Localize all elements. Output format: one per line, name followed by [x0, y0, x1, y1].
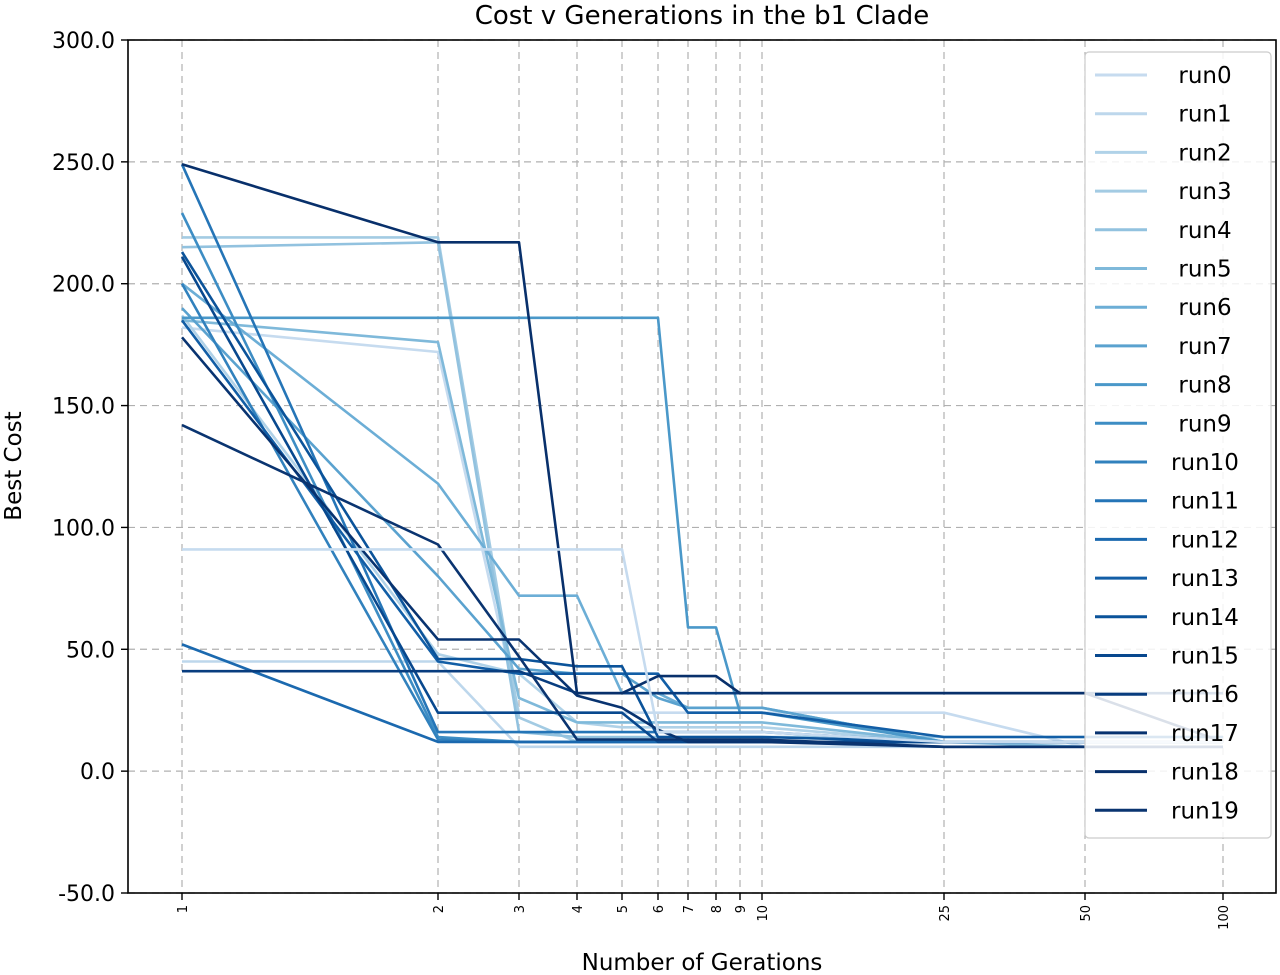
- y-axis: -50.0 0.0 50.0 100.0 150.0 200.0 250.0 300.0: [52, 29, 128, 907]
- legend-label: run13: [1171, 566, 1239, 592]
- legend-label: run16: [1171, 682, 1239, 708]
- y-tick-label: 50.0: [66, 638, 115, 663]
- y-tick-label: 150.0: [52, 395, 115, 420]
- x-tick-label: 5: [616, 905, 631, 913]
- legend-label: run15: [1171, 644, 1239, 670]
- x-tick-label: 7: [682, 905, 697, 913]
- x-tick-label: 6: [652, 905, 667, 913]
- legend-label: run8: [1178, 373, 1231, 399]
- legend-label: run14: [1171, 605, 1239, 631]
- x-tick-label: 1: [176, 905, 191, 913]
- series-line-run19: [181, 423, 1223, 749]
- x-tick-label: 4: [571, 905, 586, 913]
- x-tick-label: 8: [710, 905, 725, 913]
- y-tick-label: -50.0: [58, 882, 115, 907]
- series-line-run13: [180, 319, 1223, 739]
- series-line-run3: [182, 236, 1223, 744]
- legend-label: run19: [1171, 798, 1239, 824]
- legend-label: run11: [1171, 489, 1239, 515]
- y-tick-label: 200.0: [52, 273, 115, 298]
- series-line-run17: [181, 336, 1223, 749]
- series-line-extra-20: [182, 548, 1223, 744]
- x-axis-label: Number of Gerations: [582, 950, 823, 975]
- legend-label: run4: [1178, 218, 1231, 244]
- legend-label: run1: [1178, 102, 1231, 128]
- y-tick-label: 300.0: [52, 29, 115, 54]
- legend: run0 run1 run2 run3 run4 run5 run6 run7 run8 run9…: [1084, 51, 1272, 839]
- legend-label: run3: [1178, 179, 1231, 205]
- x-tick-label: 100: [1217, 905, 1232, 930]
- x-tick-label: 25: [938, 905, 953, 922]
- legend-label: run9: [1178, 411, 1231, 437]
- legend-label: run18: [1171, 760, 1239, 786]
- legend-label: run6: [1178, 295, 1231, 321]
- x-tick-label: 10: [756, 905, 771, 922]
- x-tick-label: 50: [1079, 905, 1094, 922]
- x-tick-label: 2: [432, 905, 447, 913]
- y-axis-label: Best Cost: [1, 411, 27, 520]
- series-line-run11: [180, 163, 1223, 744]
- legend-label: run2: [1178, 140, 1231, 166]
- series-line-run16: [182, 669, 1223, 695]
- x-axis: 1 2 3 4 5 6 7 8 9 10 25 50 100: [176, 893, 1232, 930]
- legend-label: run17: [1171, 721, 1239, 747]
- series-line-run18: [181, 163, 1224, 744]
- x-tick-label: 9: [734, 905, 749, 913]
- plot-frame: [127, 39, 1277, 894]
- legend-label: run0: [1178, 63, 1231, 89]
- legend-label: run7: [1178, 334, 1231, 360]
- y-tick-label: 250.0: [52, 151, 115, 176]
- x-tick-label: 3: [513, 905, 528, 913]
- series-lines: [180, 163, 1224, 749]
- legend-box: [1084, 51, 1272, 839]
- legend-label: run10: [1171, 450, 1239, 476]
- legend-label: run12: [1171, 527, 1239, 553]
- y-tick-label: 100.0: [52, 516, 115, 541]
- legend-label: run5: [1178, 257, 1231, 283]
- y-tick-label: 0.0: [80, 760, 115, 785]
- chart-title: Cost v Generations in the b1 Clade: [475, 1, 930, 31]
